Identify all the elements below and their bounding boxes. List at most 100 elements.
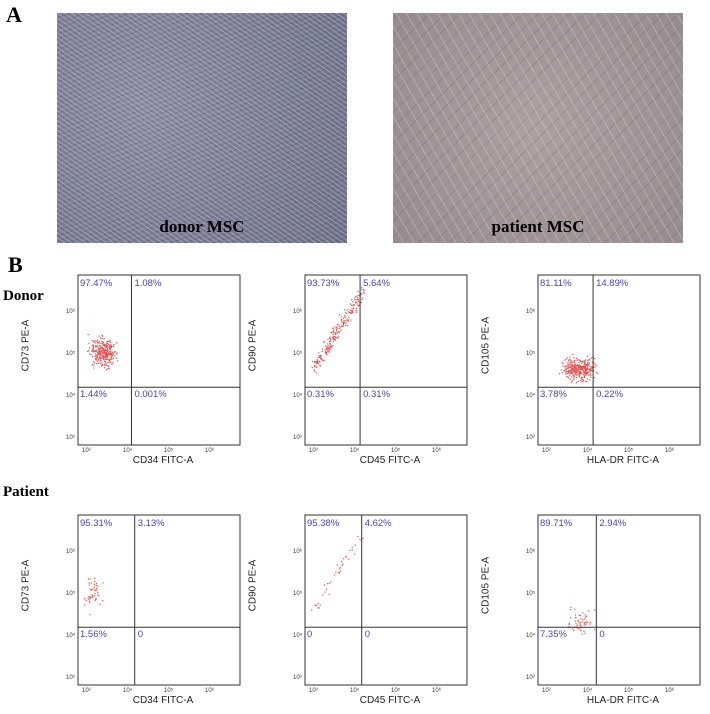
event-dot: [585, 623, 587, 625]
event-dot: [577, 364, 579, 366]
event-dot: [576, 624, 578, 627]
event-dot: [591, 367, 593, 369]
event-dot: [314, 361, 316, 364]
event-dot: [95, 357, 97, 359]
event-dot: [578, 358, 580, 361]
event-dot: [562, 365, 564, 367]
event-dot: [581, 378, 583, 380]
event-dot: [585, 364, 587, 366]
event-dot: [335, 339, 337, 341]
event-dot: [325, 348, 328, 350]
quadrant-lower-right-percent: 0.22%: [596, 389, 624, 401]
event-dot: [569, 369, 571, 371]
quadrant-upper-right-percent: 5.64%: [363, 278, 391, 289]
event-dot: [594, 366, 596, 368]
event-dot: [329, 340, 331, 343]
event-dot: [93, 583, 96, 585]
event-dot: [328, 341, 330, 343]
event-dot: [98, 595, 100, 597]
event-dot: [108, 365, 110, 368]
event-dot: [561, 361, 563, 363]
event-dot: [104, 354, 106, 356]
event-dot: [567, 363, 569, 366]
event-dot: [114, 351, 116, 353]
event-dot: [89, 596, 91, 598]
event-dot: [593, 629, 596, 631]
event-dot: [317, 607, 319, 609]
event-dot: [334, 332, 336, 334]
event-dot: [316, 360, 318, 362]
y-tick-label: 10³: [293, 675, 302, 681]
event-dot: [335, 332, 337, 334]
event-dot: [561, 372, 563, 374]
event-dot: [106, 351, 108, 353]
event-dot: [586, 371, 588, 374]
event-dot: [105, 350, 107, 352]
event-dot: [90, 353, 92, 356]
event-dot: [95, 359, 97, 361]
event-dot: [103, 338, 105, 340]
event-dot: [579, 368, 581, 371]
event-dot: [315, 605, 317, 607]
event-dot: [567, 370, 569, 373]
event-dot: [571, 368, 573, 370]
event-dot: [575, 369, 577, 371]
event-dot: [96, 357, 98, 359]
event-dot: [109, 352, 112, 354]
event-dot: [577, 370, 580, 372]
event-dot: [589, 621, 592, 623]
event-dot: [577, 367, 580, 369]
event-dot: [311, 366, 313, 369]
event-dot: [590, 357, 592, 359]
event-dot: [116, 342, 118, 344]
event-dot: [355, 302, 357, 304]
event-dot: [345, 311, 347, 313]
event-dot: [319, 604, 321, 606]
x-tick-label: 10⁶: [665, 688, 675, 694]
event-dot: [328, 348, 330, 350]
event-dot: [595, 364, 598, 366]
event-dot: [576, 365, 578, 367]
y-tick-label: 10⁵: [66, 591, 76, 597]
event-dot: [111, 358, 113, 360]
event-dot: [341, 560, 343, 563]
event-dot: [570, 381, 573, 383]
event-dot: [88, 342, 90, 344]
event-dot: [325, 352, 327, 354]
event-dot: [324, 349, 326, 351]
event-dot: [98, 347, 100, 349]
x-tick-label: 10⁵: [164, 448, 174, 454]
event-dot: [572, 353, 574, 356]
event-dot: [568, 626, 570, 628]
x-tick-label: 10⁴: [123, 688, 133, 694]
event-dot: [99, 345, 102, 347]
panel-a-label: A: [6, 2, 22, 27]
event-dot: [358, 304, 360, 306]
event-dot: [583, 368, 586, 370]
event-dot: [579, 365, 581, 367]
event-dot: [572, 378, 574, 380]
event-dot: [579, 360, 581, 362]
event-dot: [100, 350, 103, 352]
event-dot: [351, 310, 353, 313]
event-dot: [589, 367, 591, 370]
event-dot: [93, 341, 95, 343]
event-dot: [98, 349, 100, 351]
quadrant-lower-right-percent: 0: [599, 629, 605, 641]
event-dot: [107, 349, 109, 351]
event-dot: [588, 359, 590, 361]
event-dot: [564, 359, 566, 361]
event-dot: [106, 358, 108, 361]
event-dot: [361, 287, 363, 289]
event-dot: [104, 343, 106, 346]
event-dot: [111, 356, 113, 358]
event-dot: [582, 369, 584, 371]
event-dot: [112, 362, 114, 364]
event-dot: [581, 376, 584, 379]
event-dot: [580, 367, 582, 369]
event-dot: [558, 373, 561, 375]
event-dot: [93, 588, 95, 590]
event-dot: [575, 372, 577, 375]
event-dot: [346, 325, 349, 327]
event-dot: [583, 376, 586, 379]
